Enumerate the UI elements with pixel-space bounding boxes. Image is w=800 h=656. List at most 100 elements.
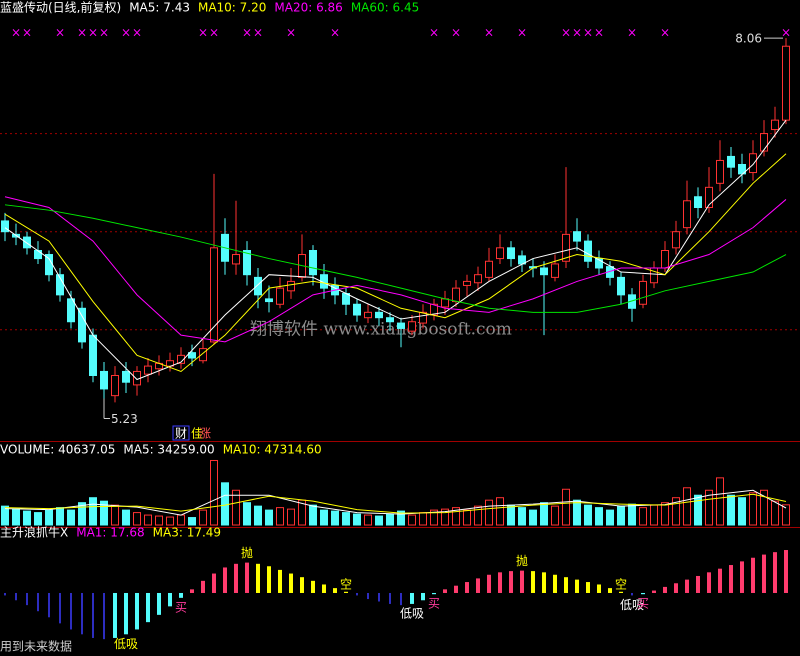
indicator-bar (542, 572, 546, 593)
signal-marker: × (209, 26, 219, 40)
volume-bar (496, 497, 504, 526)
high-annotation: 8.06 (735, 32, 762, 46)
indicator-bar (179, 592, 183, 598)
signal-marker: × (583, 26, 593, 40)
volume-bar (287, 508, 295, 526)
indicator-bar (608, 588, 612, 593)
volume-bar (397, 510, 405, 526)
candle-body (232, 254, 240, 265)
indicator-bar (103, 592, 105, 640)
indicator-bar (37, 592, 39, 612)
candle-body (243, 250, 251, 276)
indicator-bar (421, 592, 425, 601)
volume-bar (254, 505, 262, 526)
indicator-bar (718, 568, 722, 593)
signal-marker: × (132, 26, 142, 40)
volume-bar (56, 507, 64, 526)
indicator-bar (740, 561, 744, 593)
volume-bar (89, 497, 97, 526)
indicator-bar (773, 552, 777, 593)
signal-marker: × (561, 26, 571, 40)
signal-marker: × (484, 26, 494, 40)
signal-marker: × (22, 26, 32, 40)
indicator-bar (685, 579, 689, 593)
candle-body (210, 247, 218, 343)
indicator-bar (378, 592, 380, 602)
signal-marker: × (429, 26, 439, 40)
volume-bar (782, 504, 790, 526)
signal-label: 抛 (516, 553, 528, 568)
signal-label: 买 (428, 597, 440, 611)
volume-bar (694, 494, 702, 526)
candle-body (782, 45, 790, 121)
indicator-bar (367, 592, 369, 600)
volume-bar (430, 509, 438, 526)
candle-body (419, 311, 427, 324)
indicator-bar (454, 585, 458, 593)
volume-bar (155, 515, 163, 526)
candle-body (188, 352, 196, 359)
volume-bar (584, 504, 592, 526)
signal-marker: × (242, 26, 252, 40)
volume-bar (727, 494, 735, 526)
candle-body (100, 370, 108, 390)
volume-bar (221, 482, 229, 526)
candle-body (254, 276, 262, 296)
volume-bar (78, 502, 86, 526)
candle-body (584, 240, 592, 262)
signal-marker: × (286, 26, 296, 40)
indicator-bar (234, 563, 238, 593)
candle-body (683, 200, 691, 229)
volume-bar (419, 512, 427, 526)
indicator-bar (333, 588, 337, 593)
legend-text: MA10: 7.20 (198, 1, 266, 15)
candle-body (89, 334, 97, 376)
volume-bar (12, 508, 20, 526)
signal-marker: × (781, 26, 791, 40)
volume-bar (705, 489, 713, 526)
indicator-bar (520, 570, 524, 593)
indicator-bar (92, 592, 94, 638)
candle-body (551, 263, 559, 278)
volume-bar (749, 492, 757, 526)
volume-bar (738, 497, 746, 526)
indicator-bar (300, 577, 304, 593)
volume-bar (551, 505, 559, 526)
volume-bar (67, 509, 75, 526)
candle-body (496, 247, 504, 260)
candle-body (199, 348, 207, 362)
indicator-bar (443, 589, 447, 593)
legend-text: MA5: 34259.00 (123, 443, 214, 457)
candle-body (595, 258, 603, 269)
legend-text: VOLUME: 40637.05 (0, 443, 115, 457)
note: 涨 (199, 426, 211, 441)
candle-body (375, 311, 383, 319)
candle-body (672, 231, 680, 249)
indicator-bar (26, 592, 28, 606)
candle-body (749, 153, 757, 174)
indicator-bar (751, 557, 755, 593)
candle-body (573, 231, 581, 242)
signal-label: 低吸 (400, 606, 424, 620)
candle-body (1, 220, 9, 233)
volume-bar (650, 504, 658, 526)
candle-body (177, 354, 185, 364)
volume-bar (617, 505, 625, 526)
volume-bar (595, 507, 603, 526)
candle-body (265, 298, 273, 303)
volume-bar (276, 507, 284, 526)
candle-body (287, 280, 295, 292)
indicator-bar (256, 563, 260, 593)
indicator-bar (531, 571, 535, 593)
watermark: 翔博软件 www.xiangbosoft.com (250, 320, 512, 340)
indicator-bar (652, 590, 656, 593)
indicator-bar (59, 592, 61, 624)
candle-body (122, 370, 130, 383)
signal-marker: × (121, 26, 131, 40)
indicator-bar (15, 592, 17, 601)
candle-body (463, 280, 471, 286)
volume-bar (177, 514, 185, 526)
volume-bar (507, 504, 515, 526)
legend-text: 蓝盛传动(日线,前复权) (0, 0, 121, 15)
volume-bar (166, 516, 174, 526)
